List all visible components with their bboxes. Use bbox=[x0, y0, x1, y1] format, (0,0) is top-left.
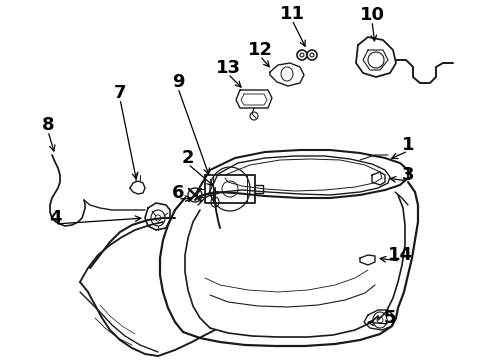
Text: 7: 7 bbox=[114, 84, 126, 102]
Text: 10: 10 bbox=[360, 6, 385, 24]
Text: 9: 9 bbox=[172, 73, 184, 91]
Text: 8: 8 bbox=[42, 116, 54, 134]
Text: 5: 5 bbox=[384, 309, 396, 327]
Text: 14: 14 bbox=[388, 246, 413, 264]
Text: 13: 13 bbox=[216, 59, 241, 77]
Text: 4: 4 bbox=[49, 209, 61, 227]
Text: 3: 3 bbox=[402, 166, 414, 184]
Text: 1: 1 bbox=[402, 136, 414, 154]
Text: 2: 2 bbox=[182, 149, 194, 167]
Text: 11: 11 bbox=[279, 5, 304, 23]
Text: 6: 6 bbox=[172, 184, 184, 202]
Text: 12: 12 bbox=[247, 41, 272, 59]
